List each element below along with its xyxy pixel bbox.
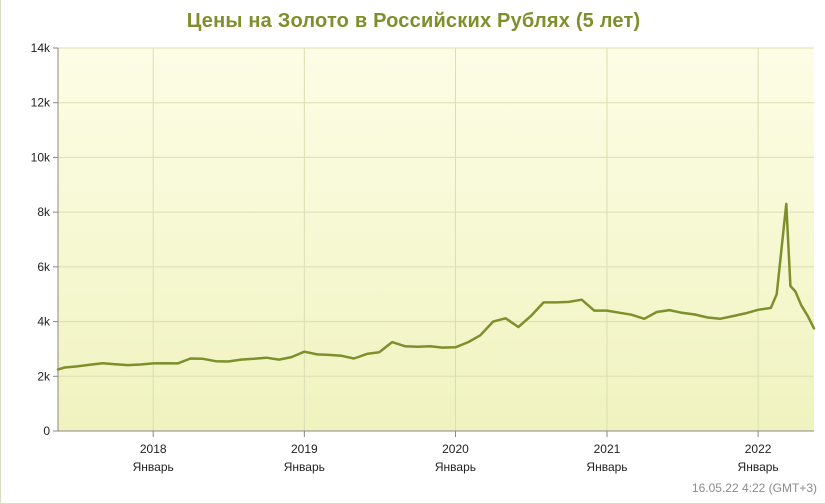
y-tick-label: 12k — [31, 96, 51, 110]
x-tick-year-label: 2020 — [442, 442, 469, 456]
y-tick-label: 14k — [31, 41, 51, 55]
x-tick-year-label: 2021 — [594, 442, 621, 456]
y-tick-label: 10k — [31, 150, 51, 164]
plot-area — [58, 48, 814, 431]
x-tick-month-label: Январь — [133, 460, 174, 474]
timestamp-label: 16.05.22 4:22 (GMT+3) — [691, 481, 817, 495]
y-tick-label: 4k — [37, 315, 51, 329]
x-tick-month-label: Январь — [435, 460, 476, 474]
y-tick-label: 8k — [37, 205, 51, 219]
chart-title: Цены на Золото в Российских Рублях (5 ле… — [186, 10, 641, 32]
x-tick-month-label: Январь — [284, 460, 325, 474]
x-tick-year-label: 2022 — [745, 442, 772, 456]
x-tick-year-label: 2018 — [140, 442, 167, 456]
y-tick-label: 0 — [43, 424, 50, 438]
x-tick-year-label: 2019 — [291, 442, 318, 456]
x-tick-month-label: Январь — [738, 460, 779, 474]
price-line-series-0 — [56, 202, 816, 371]
x-tick-month-label: Январь — [586, 460, 627, 474]
y-tick-label: 6k — [37, 260, 51, 274]
y-tick-label: 2k — [37, 369, 51, 383]
